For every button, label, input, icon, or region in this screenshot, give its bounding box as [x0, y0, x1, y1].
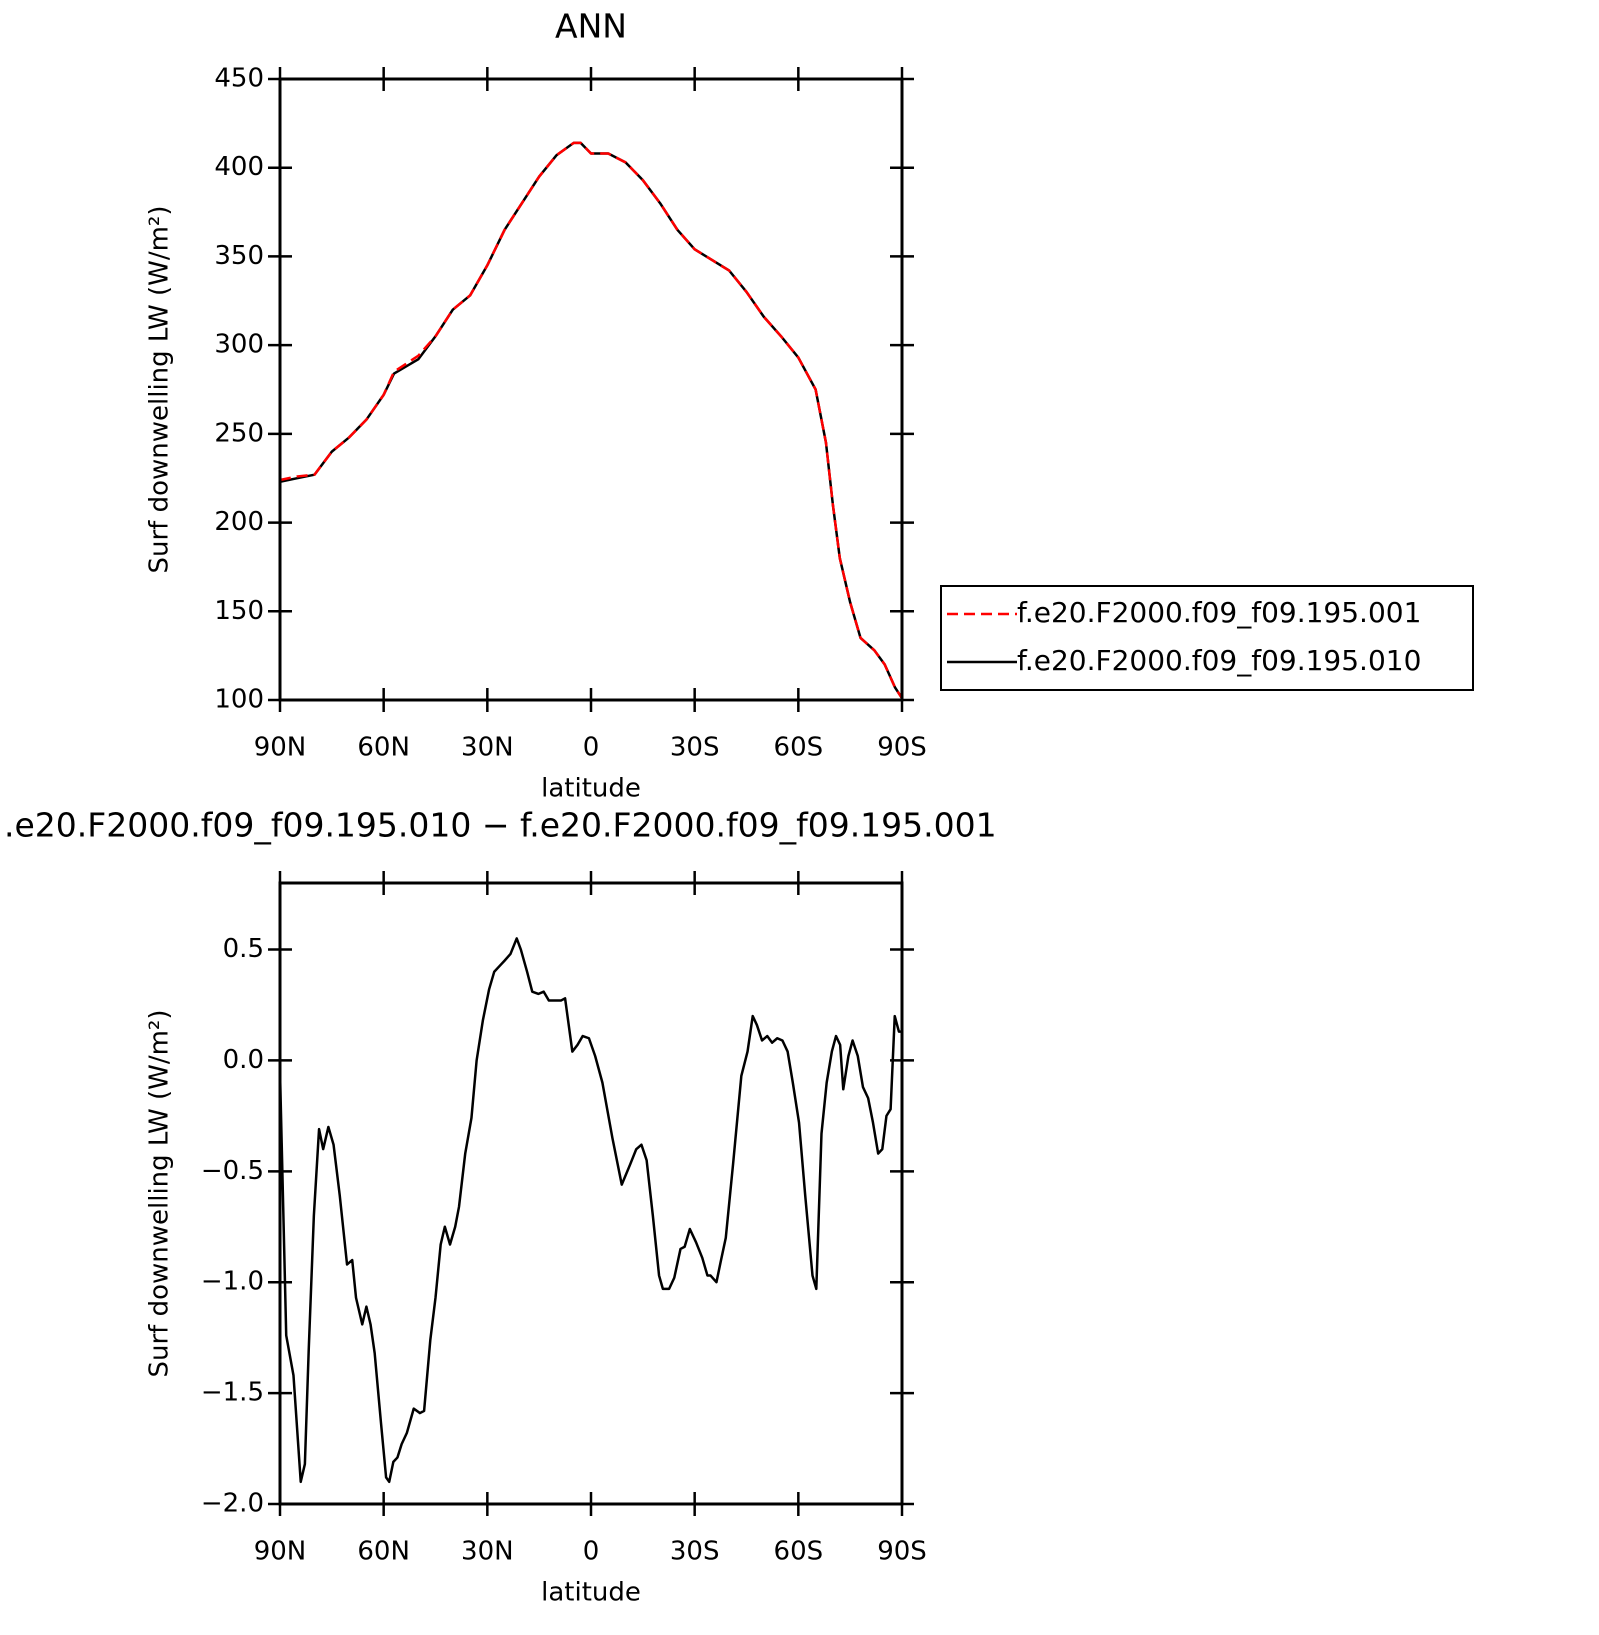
- x-tick-label: 60N: [357, 733, 410, 763]
- x-tick-label: 30S: [670, 733, 720, 763]
- y-tick-label: 0.5: [223, 934, 264, 964]
- y-tick-label: 150: [214, 596, 264, 626]
- y-tick-label: 450: [214, 64, 264, 94]
- x-tick-label: 30N: [461, 1537, 514, 1567]
- x-tick-label: 90S: [877, 1537, 927, 1567]
- x-tick-label: 90N: [254, 1537, 307, 1567]
- x-tick-label: 30S: [670, 1537, 720, 1567]
- y-tick-label: −1.5: [201, 1378, 264, 1408]
- x-axis-label: latitude: [541, 1578, 641, 1608]
- plot-frame: [278, 881, 904, 1506]
- data-line: [279, 141, 904, 699]
- y-tick-label: −1.0: [201, 1267, 264, 1297]
- y-tick-label: −2.0: [201, 1489, 264, 1519]
- x-tick-label: 30N: [461, 733, 514, 763]
- y-tick-label: 100: [214, 685, 264, 715]
- y-tick-label: 0.0: [223, 1045, 264, 1075]
- chart-title: .e20.F2000.f09_f09.195.010 − f.e20.F2000…: [4, 806, 997, 845]
- y-tick-label: 350: [214, 241, 264, 271]
- y-axis-label: Surf downwelling LW (W/m²): [145, 206, 175, 574]
- x-tick-label: 0: [583, 1537, 600, 1567]
- y-tick-label: −0.5: [201, 1156, 264, 1186]
- legend-label: f.e20.F2000.f09_f09.195.001: [1017, 596, 1421, 629]
- y-tick-label: 250: [214, 418, 264, 448]
- y-tick-label: 400: [214, 152, 264, 182]
- chart-title: ANN: [555, 7, 627, 46]
- y-tick-label: 300: [214, 330, 264, 360]
- x-tick-label: 60N: [357, 1537, 410, 1567]
- data-line: [279, 141, 904, 699]
- y-axis-label: Surf downwelling LW (W/m²): [145, 1010, 175, 1378]
- y-tick-label: 200: [214, 507, 264, 537]
- x-tick-label: 90S: [877, 733, 927, 763]
- x-tick-label: 60S: [774, 1537, 824, 1567]
- legend-label: f.e20.F2000.f09_f09.195.010: [1017, 644, 1421, 677]
- x-tick-label: 60S: [774, 733, 824, 763]
- x-tick-label: 0: [583, 733, 600, 763]
- plot-frame: [278, 77, 904, 702]
- data-line: [278, 937, 902, 1484]
- legend-box: [940, 585, 1474, 691]
- x-axis-label: latitude: [541, 774, 641, 804]
- x-tick-label: 90N: [254, 733, 307, 763]
